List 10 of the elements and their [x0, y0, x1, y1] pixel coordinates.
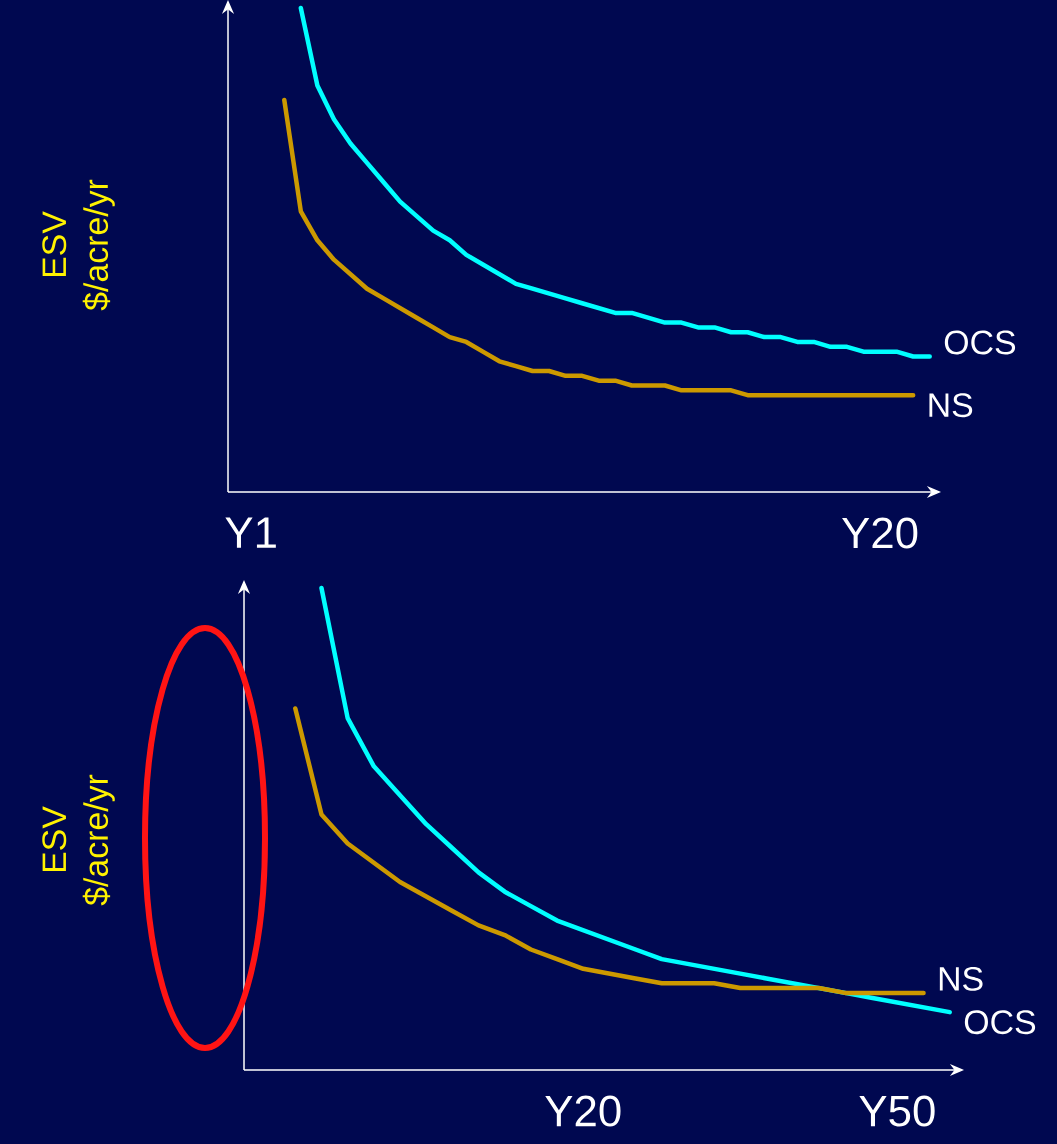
x-tick-label: Y20 — [545, 1095, 621, 1127]
x-tick-label: Y50 — [859, 1095, 935, 1127]
y-axis-title: ESV $/acre/yr — [42, 774, 115, 906]
x-tick-label: Y1 — [225, 517, 276, 548]
series-label: OCS — [944, 330, 1016, 355]
series-label: OCS — [964, 1010, 1036, 1035]
y-axis-title: ESV $/acre/yr — [42, 179, 115, 311]
x-tick-label: Y20 — [842, 517, 918, 549]
series-label: NS — [939, 966, 983, 991]
series-label: NS — [929, 393, 973, 418]
